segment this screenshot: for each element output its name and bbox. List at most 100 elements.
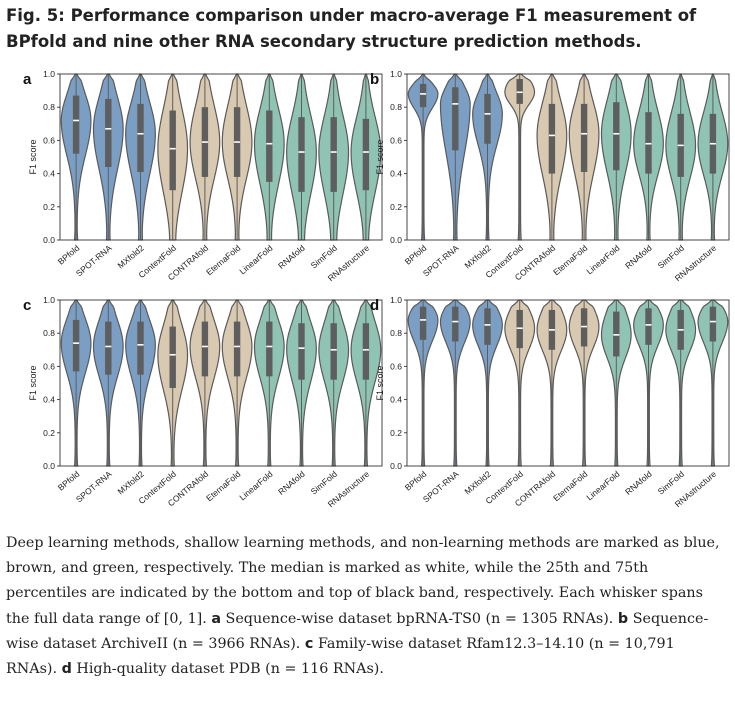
panel-label: c xyxy=(23,297,31,314)
y-axis-label: F1 score xyxy=(28,139,38,174)
iqr-band xyxy=(72,319,80,372)
iqr-band xyxy=(580,103,588,172)
y-axis-label: F1 score xyxy=(375,365,385,400)
iqr-band xyxy=(233,321,241,377)
iqr-band xyxy=(484,308,491,345)
iqr-band xyxy=(419,83,427,108)
iqr-band xyxy=(709,306,717,342)
caption-b-label: b xyxy=(617,610,629,627)
y-tick-label: 1.0 xyxy=(390,295,402,305)
plot-frame xyxy=(406,299,730,467)
y-tick-label: 0.4 xyxy=(43,169,55,179)
plot-frame xyxy=(59,299,383,467)
iqr-band xyxy=(72,95,80,154)
x-tick-label: RNAfold xyxy=(276,243,307,271)
y-tick-label: 0.0 xyxy=(43,461,55,471)
iqr-band xyxy=(266,321,273,377)
panel-c: c F1 score BPfold SPOT-RNA MXfold2 ContextFol… xyxy=(20,294,385,519)
iqr-band xyxy=(613,102,620,171)
y-tick-label: 0.8 xyxy=(43,328,55,338)
y-tick-label: 1.0 xyxy=(43,69,55,79)
iqr-band xyxy=(298,323,305,380)
y-tick-label: 0.0 xyxy=(43,235,55,245)
plot-frame xyxy=(59,73,383,241)
iqr-band xyxy=(645,112,652,174)
y-tick-label: 0.2 xyxy=(43,202,55,212)
iqr-band xyxy=(645,308,652,345)
iqr-band xyxy=(516,78,523,104)
y-tick-label: 0.8 xyxy=(390,328,402,338)
y-axis-label: F1 score xyxy=(28,365,38,400)
panel-d: d F1 score BPfold SPOT-RNA MXfold2 ContextFol… xyxy=(367,294,732,519)
x-tick-label: RNAfold xyxy=(623,243,654,271)
x-tick-label: SimFold xyxy=(309,243,340,271)
y-tick-label: 0.4 xyxy=(390,169,402,179)
caption-d-label: d xyxy=(61,661,72,678)
caption-b-text: Sequence-wise dataset ArchiveII (n = 396… xyxy=(6,610,709,652)
y-tick-label: 0.6 xyxy=(43,361,55,371)
iqr-band xyxy=(201,321,209,377)
panel-a: a F1 score BPfold SPOT-RNA MXfold2 ContextFol… xyxy=(20,68,385,293)
x-tick-label: EternaFold xyxy=(204,469,242,504)
x-tick-label: BPfold xyxy=(403,469,429,493)
caption-a-text: Sequence-wise dataset bpRNA-TS0 (n = 130… xyxy=(225,610,614,627)
x-tick-label: SPOT-RNA xyxy=(74,469,114,505)
iqr-band xyxy=(516,309,523,349)
x-tick-label: SPOT-RNA xyxy=(421,243,461,279)
iqr-band xyxy=(484,93,491,144)
x-tick-label: SimFold xyxy=(309,469,340,497)
y-axis-label: F1 score xyxy=(375,139,385,174)
caption-a-label: a xyxy=(211,610,221,627)
x-tick-label: BPfold xyxy=(56,469,82,493)
iqr-band xyxy=(105,321,112,375)
y-tick-label: 0.2 xyxy=(390,428,402,438)
iqr-band xyxy=(419,306,427,340)
x-tick-label: MXfold2 xyxy=(462,243,493,271)
x-tick-label: EternaFold xyxy=(551,469,589,504)
caption-c-label: c xyxy=(304,635,314,652)
x-tick-label: BPfold xyxy=(403,243,429,267)
iqr-band xyxy=(266,110,273,182)
x-tick-label: MXfold2 xyxy=(115,243,146,271)
y-tick-label: 0.8 xyxy=(43,102,55,112)
iqr-band xyxy=(169,326,176,388)
iqr-band xyxy=(580,308,588,347)
y-tick-label: 0.8 xyxy=(390,102,402,112)
panel-b: b F1 score BPfold SPOT-RNA MXfold2 ContextFol… xyxy=(367,68,732,293)
iqr-band xyxy=(548,103,556,174)
iqr-band xyxy=(169,110,176,191)
panel-label: d xyxy=(370,297,379,314)
iqr-band xyxy=(298,117,305,192)
figure-title: Fig. 5: Performance comparison under mac… xyxy=(6,6,697,51)
y-tick-label: 0.4 xyxy=(390,395,402,405)
y-tick-label: 1.0 xyxy=(43,295,55,305)
x-tick-label: SimFold xyxy=(656,243,687,271)
iqr-band xyxy=(362,323,370,380)
iqr-band xyxy=(137,321,144,375)
x-tick-label: RNAfold xyxy=(623,469,654,497)
iqr-band xyxy=(137,103,144,172)
y-tick-label: 0.0 xyxy=(390,235,402,245)
x-tick-label: SimFold xyxy=(656,469,687,497)
x-tick-label: EternaFold xyxy=(551,243,589,278)
iqr-band xyxy=(330,323,337,380)
x-tick-label: MXfold2 xyxy=(115,469,146,497)
y-tick-label: 0.6 xyxy=(390,361,402,371)
x-tick-label: LinearFold xyxy=(237,469,274,503)
x-tick-label: LinearFold xyxy=(237,243,274,277)
y-tick-label: 0.2 xyxy=(390,202,402,212)
y-tick-label: 0.6 xyxy=(390,135,402,145)
caption-d-text: High-quality dataset PDB (n = 116 RNAs). xyxy=(76,661,384,678)
iqr-band xyxy=(362,118,370,191)
figure-caption: Deep learning methods, shallow learning … xyxy=(6,531,730,682)
iqr-band xyxy=(452,87,459,151)
x-tick-label: LinearFold xyxy=(584,469,621,503)
plot-frame xyxy=(406,73,730,241)
x-tick-label: SPOT-RNA xyxy=(421,469,461,505)
iqr-band xyxy=(613,311,620,357)
x-tick-label: EternaFold xyxy=(204,243,242,278)
